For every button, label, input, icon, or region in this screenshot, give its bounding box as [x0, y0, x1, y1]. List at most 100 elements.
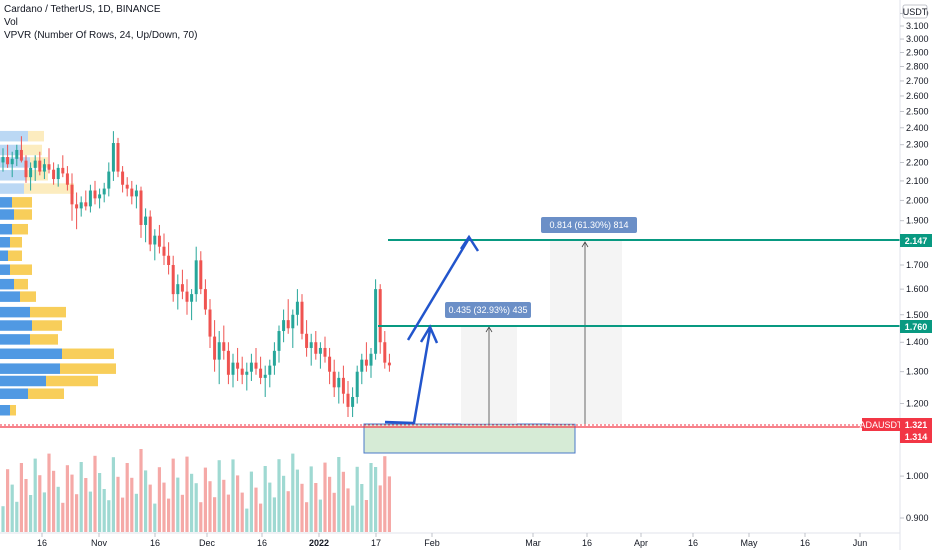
vpvr-row-up: [0, 278, 14, 290]
candle-body: [153, 235, 157, 245]
volume-bar: [249, 471, 253, 532]
volume-bar: [323, 462, 327, 532]
measure-label-1-bg: [445, 302, 531, 318]
volume-bar: [309, 466, 313, 532]
volume-bar: [208, 481, 212, 532]
candle-body: [157, 235, 161, 247]
price-tick-label: 1.300: [906, 367, 929, 377]
unit-label-box[interactable]: [902, 4, 928, 19]
candle-body: [213, 336, 217, 360]
unit-label: USDT: [903, 7, 928, 17]
volume-bar: [378, 485, 382, 532]
candle-body: [38, 160, 42, 172]
candle-body: [286, 320, 290, 329]
volume-bar: [282, 475, 286, 532]
legend-vpvr: VPVR (Number Of Rows, 24, Up/Down, 70): [4, 30, 198, 41]
volume-bar: [240, 492, 244, 532]
candle-body: [259, 368, 263, 378]
candle-body: [190, 294, 194, 302]
candle-body: [194, 260, 198, 295]
volume-bar: [254, 487, 258, 532]
volume-bar: [203, 467, 207, 532]
price-tick-label: 2.600: [906, 91, 929, 101]
candle-body: [300, 301, 304, 334]
volume-bar: [213, 497, 217, 532]
vpvr-row-up: [0, 157, 30, 168]
projection-arrow-2[interactable]: [406, 239, 470, 341]
symbol-label: ADAUSDT: [859, 420, 903, 430]
candle-body: [84, 202, 88, 207]
volume-bar: [102, 489, 106, 532]
volume-bar: [121, 497, 125, 532]
candle-body: [24, 160, 28, 178]
vpvr-row-down: [28, 130, 44, 142]
legend-volume: Vol: [4, 17, 18, 28]
volume-bar: [10, 484, 14, 532]
volume-bar: [56, 486, 60, 532]
vpvr-row-up: [0, 250, 8, 261]
vpvr-row-down: [32, 320, 62, 331]
candle-body: [10, 158, 14, 165]
buy-zone[interactable]: [363, 423, 576, 454]
candle-body: [139, 190, 143, 225]
volume-bar: [286, 491, 290, 532]
candle-body: [130, 188, 134, 197]
volume-bars: [1, 449, 391, 532]
volume-bar: [157, 467, 161, 532]
vpvr-row-up: [0, 144, 22, 156]
time-axis[interactable]: 16 Nov 16 Dec 16 2022 17 Feb Mar 16 Apr 16 May 16 Jun: [37, 533, 867, 548]
measure-box-2[interactable]: [550, 241, 622, 424]
volume-bar: [6, 469, 10, 532]
candle-body: [369, 353, 373, 366]
volume-bar: [295, 469, 299, 532]
candle-body: [318, 347, 322, 354]
measure-label-2: 0.814 (61.30%) 814: [549, 220, 628, 230]
volume-bar: [134, 493, 138, 532]
vpvr-row-up: [0, 388, 28, 399]
vpvr-row-up: [0, 170, 26, 181]
vpvr-row-up: [0, 209, 14, 220]
volume-bar: [337, 457, 341, 532]
vpvr-row-down: [12, 223, 28, 235]
projection-arrowhead-1: [419, 324, 439, 344]
vpvr-row-down: [28, 388, 64, 399]
volume-bar: [42, 492, 46, 532]
volume-bar: [148, 484, 152, 532]
vpvr-row-down: [26, 170, 48, 181]
candle-body: [176, 284, 180, 295]
volume-bar: [194, 483, 198, 532]
candlesticks: [1, 131, 391, 418]
candle-body: [383, 342, 387, 363]
volume-bar: [70, 474, 74, 532]
vpvr-row-down: [60, 363, 116, 374]
vpvr-row-down: [10, 404, 16, 416]
volume-bar: [374, 467, 378, 532]
candle-body: [263, 374, 267, 378]
vpvr-row-up: [0, 348, 62, 360]
time-tick-label: May: [740, 538, 758, 548]
volume-bar: [236, 475, 240, 532]
volume-bar: [318, 499, 322, 532]
symbol-tag: [862, 418, 900, 431]
volume-bar: [61, 502, 65, 532]
candle-body: [144, 216, 148, 225]
price-axis[interactable]: 3.2003.1003.0002.9002.8002.7002.6002.500…: [900, 8, 929, 523]
candle-body: [148, 216, 152, 245]
volume-bar: [351, 505, 355, 532]
candle-body: [245, 371, 249, 375]
candle-body: [42, 164, 46, 172]
volume-bar: [277, 459, 281, 532]
volume-bar: [75, 494, 79, 532]
price-tick-label: 2.100: [906, 176, 929, 186]
candle-body: [222, 342, 226, 351]
price-tick-label: 2.200: [906, 157, 929, 167]
candle-body: [332, 371, 336, 388]
candle-body: [387, 362, 391, 366]
projection-arrow-1[interactable]: [384, 329, 432, 425]
candle-body: [125, 184, 129, 189]
candle-body: [341, 377, 345, 394]
candle-body: [111, 143, 115, 172]
volume-bar: [355, 466, 359, 532]
vpvr-row-down: [8, 250, 22, 261]
